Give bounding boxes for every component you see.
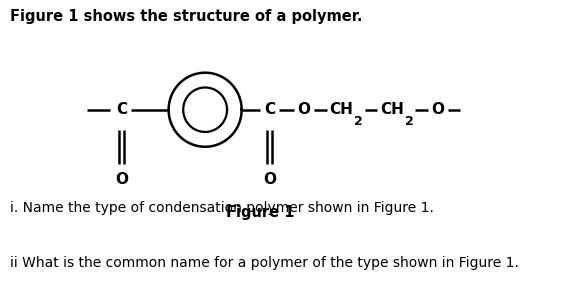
- Text: Figure 1 shows the structure of a polymer.: Figure 1 shows the structure of a polyme…: [10, 9, 362, 24]
- Text: 2: 2: [354, 115, 363, 128]
- Text: Figure 1: Figure 1: [226, 205, 294, 220]
- Text: C: C: [116, 102, 127, 117]
- Text: CH: CH: [329, 102, 353, 117]
- Text: O: O: [263, 172, 277, 187]
- Text: O: O: [115, 172, 128, 187]
- Text: 2: 2: [405, 115, 414, 128]
- Text: i. Name the type of condensation polymer shown in Figure 1.: i. Name the type of condensation polymer…: [10, 201, 434, 215]
- Text: ii What is the common name for a polymer of the type shown in Figure 1.: ii What is the common name for a polymer…: [10, 256, 519, 270]
- Text: CH: CH: [380, 102, 404, 117]
- Text: C: C: [264, 102, 275, 117]
- Text: O: O: [431, 102, 445, 117]
- Text: O: O: [297, 102, 311, 117]
